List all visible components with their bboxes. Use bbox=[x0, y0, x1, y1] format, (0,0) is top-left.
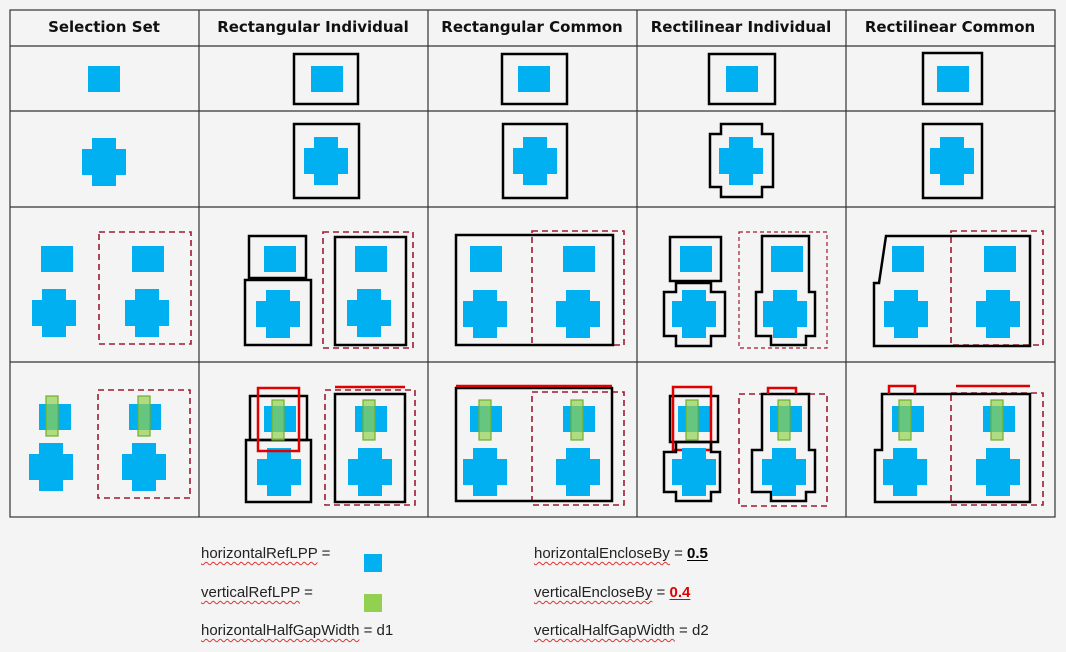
legend-vertical-half-gap-width: verticalHalfGapWidth = d2 bbox=[534, 622, 709, 639]
legend-suffix: = bbox=[317, 545, 331, 562]
header-rectilinear-individual: Rectilinear Individual bbox=[651, 18, 832, 36]
legend-horizontal-ref-lpp: horizontalRefLPP = bbox=[201, 545, 330, 562]
legend-suffix: = bbox=[299, 584, 313, 601]
header-rectangular-common: Rectangular Common bbox=[441, 18, 622, 36]
row3-selection-set bbox=[32, 231, 192, 345]
row1-rectangular-common bbox=[500, 52, 569, 106]
legend-label: verticalEncloseBy bbox=[534, 584, 653, 601]
vertical-enclose-by-value: 0.4 bbox=[669, 584, 691, 601]
header-rectilinear-common: Rectilinear Common bbox=[865, 18, 1035, 36]
enclosure-diagram: Selection Set Rectangular Individual Rec… bbox=[9, 9, 1056, 518]
row4-rectangular-individual bbox=[244, 385, 416, 506]
header-rectangular-individual: Rectangular Individual bbox=[217, 18, 409, 36]
row4-rectilinear-individual bbox=[662, 385, 828, 507]
row3-rectilinear-common bbox=[872, 230, 1044, 348]
row1-selection-set bbox=[88, 66, 120, 92]
row2-rectilinear-common bbox=[921, 122, 984, 200]
legend-horizontal-enclose-by: horizontalEncloseBy = 0.5 bbox=[534, 545, 708, 562]
blue-swatch bbox=[364, 554, 382, 572]
legend-horizontal-half-gap-width: horizontalHalfGapWidth = d1 bbox=[201, 622, 393, 639]
legend-suffix: = bbox=[652, 584, 670, 601]
header-selection-set: Selection Set bbox=[48, 18, 160, 36]
legend-vertical-ref-lpp: verticalRefLPP = bbox=[201, 584, 313, 601]
legend-label: horizontalHalfGapWidth bbox=[201, 622, 360, 639]
row4-rectangular-common bbox=[454, 384, 625, 506]
row4-rectilinear-common bbox=[873, 384, 1044, 506]
row4-selection-set bbox=[29, 389, 191, 499]
row3-rectilinear-individual bbox=[662, 231, 828, 349]
row1-rectilinear-individual bbox=[707, 52, 777, 106]
row2-rectangular-common bbox=[501, 122, 569, 200]
legend-label: horizontalEncloseBy bbox=[534, 545, 670, 562]
row1-rectilinear-common bbox=[921, 51, 984, 106]
row1-rectangular-individual bbox=[292, 52, 360, 106]
legend-label: horizontalRefLPP bbox=[201, 545, 318, 562]
legend-suffix: = d2 bbox=[674, 622, 709, 639]
row3-rectangular-common bbox=[454, 230, 625, 347]
row2-rectangular-individual bbox=[292, 122, 361, 200]
legend-vertical-enclose-by: verticalEncloseBy = 0.4 bbox=[534, 584, 690, 601]
green-swatch bbox=[364, 594, 382, 612]
row2-rectilinear-individual bbox=[708, 122, 775, 199]
legend-suffix: = bbox=[669, 545, 688, 562]
row3-rectangular-individual bbox=[243, 231, 414, 349]
legend-suffix: = d1 bbox=[359, 622, 394, 639]
legend-label: verticalHalfGapWidth bbox=[534, 622, 675, 639]
legend-label: verticalRefLPP bbox=[201, 584, 300, 601]
horizontal-enclose-by-value: 0.5 bbox=[687, 545, 708, 562]
